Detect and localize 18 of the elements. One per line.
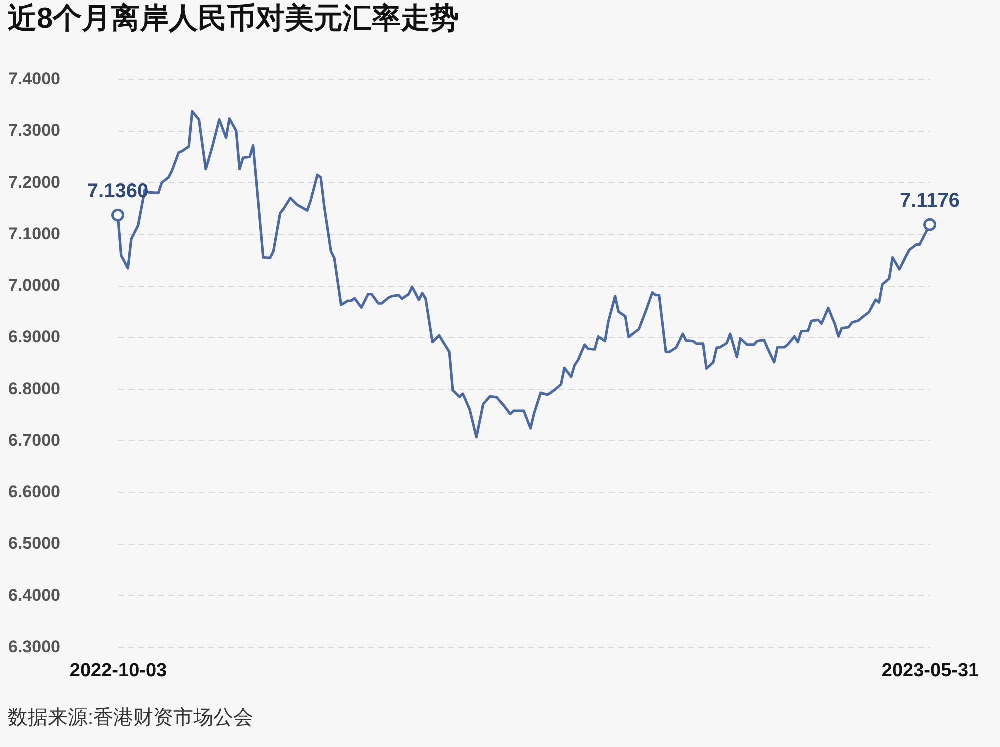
y-tick-label: 6.5000 bbox=[8, 534, 60, 554]
y-tick-label: 7.2000 bbox=[8, 172, 60, 192]
x-tick-label: 2023-05-31 bbox=[882, 660, 980, 682]
y-tick-label: 6.6000 bbox=[8, 482, 60, 502]
y-tick-label: 6.4000 bbox=[8, 586, 60, 605]
chart-title: 近8个月离岸人民币对美元汇率走势 bbox=[8, 2, 460, 35]
y-tick-label: 7.4000 bbox=[8, 70, 60, 88]
y-tick-label: 6.7000 bbox=[8, 430, 60, 450]
y-tick-label: 7.0000 bbox=[8, 276, 60, 296]
y-tick-label: 6.8000 bbox=[8, 379, 60, 398]
source-note: 数据来源:香港财资市场公会 bbox=[8, 707, 254, 729]
data-label: 7.1176 bbox=[900, 190, 960, 212]
x-tick-label: 2022-10-03 bbox=[70, 660, 168, 682]
y-tick-label: 7.3000 bbox=[8, 121, 60, 140]
data-label: 7.1360 bbox=[87, 180, 149, 202]
y-tick-label: 6.9000 bbox=[8, 328, 60, 347]
y-tick-label: 7.1000 bbox=[8, 224, 60, 244]
y-tick-label: 6.3000 bbox=[8, 638, 60, 656]
